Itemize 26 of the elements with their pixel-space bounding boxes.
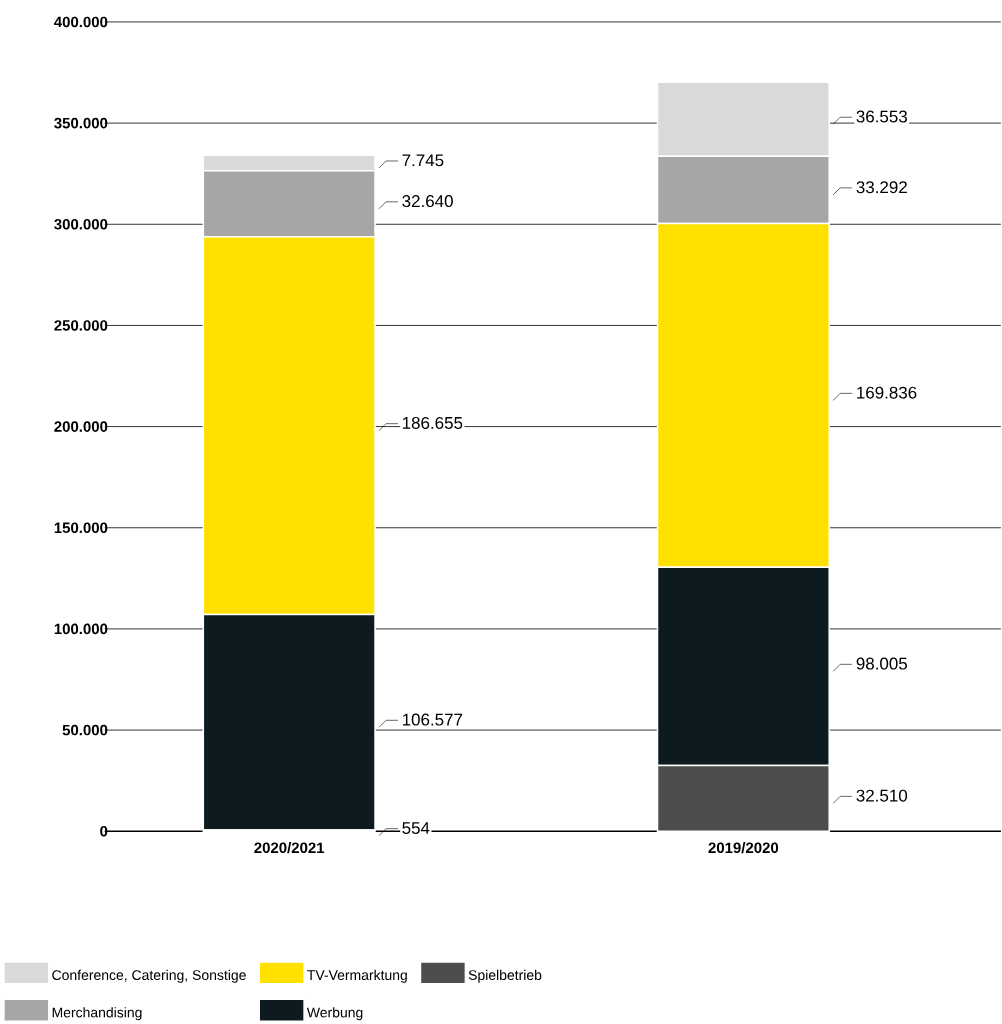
y-tick-label: 0 [100,825,108,837]
data-label: 36.553 [856,110,908,123]
y-tick-label: 200.000 [54,421,108,432]
legend-label: Conference, Catering, Sonstige [52,969,247,983]
data-label: 186.655 [403,416,463,429]
data-label: 32.640 [402,195,454,208]
x-tick-label: 2019/2020 [708,842,779,854]
y-tick-label: 300.000 [54,218,108,230]
legend-label: TV-Vermarktung [307,969,408,983]
y-tick-label: 350.000 [54,117,108,129]
data-label: 33.292 [856,181,908,194]
legend-label: Spielbetrieb [468,969,542,983]
y-tick-label: 150.000 [54,522,108,534]
data-label: 7.745 [402,154,444,167]
data-label: 554 [402,822,430,834]
legend-label: Werbung [307,1007,363,1021]
legend-label: Merchandising [52,1007,142,1021]
y-tick-label: 250.000 [54,320,108,331]
data-label: 98.005 [856,657,908,670]
data-label: 169.836 [857,386,917,399]
y-tick-label: 100.000 [54,623,108,635]
data-label: 32.510 [856,789,908,802]
x-tick-label: 2020/2021 [254,842,325,854]
data-label: 106.577 [403,713,463,726]
y-tick-label: 50.000 [62,724,108,736]
y-tick-label: 400.000 [54,16,108,28]
